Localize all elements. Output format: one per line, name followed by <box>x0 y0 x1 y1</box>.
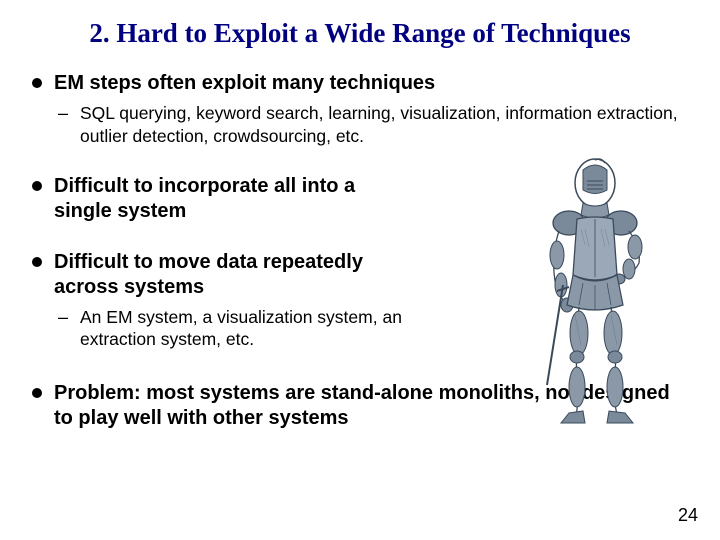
slide-title: 2. Hard to Exploit a Wide Range of Techn… <box>28 18 692 49</box>
bullet-3-text: Difficult to move data repeatedly across… <box>54 250 414 300</box>
bullet-1-sub-1: SQL querying, keyword search, learning, … <box>54 102 692 148</box>
bullet-1-text: EM steps often exploit many techniques <box>54 71 692 96</box>
bullet-2-text: Difficult to incorporate all into a sing… <box>54 174 414 224</box>
bullet-1: EM steps often exploit many techniques S… <box>28 71 692 148</box>
knight-armor-illustration <box>513 155 678 435</box>
slide-number: 24 <box>678 505 698 526</box>
bullet-1-sublist: SQL querying, keyword search, learning, … <box>54 102 692 148</box>
bullet-3-sub-1: An EM system, a visualization system, an… <box>54 306 434 352</box>
